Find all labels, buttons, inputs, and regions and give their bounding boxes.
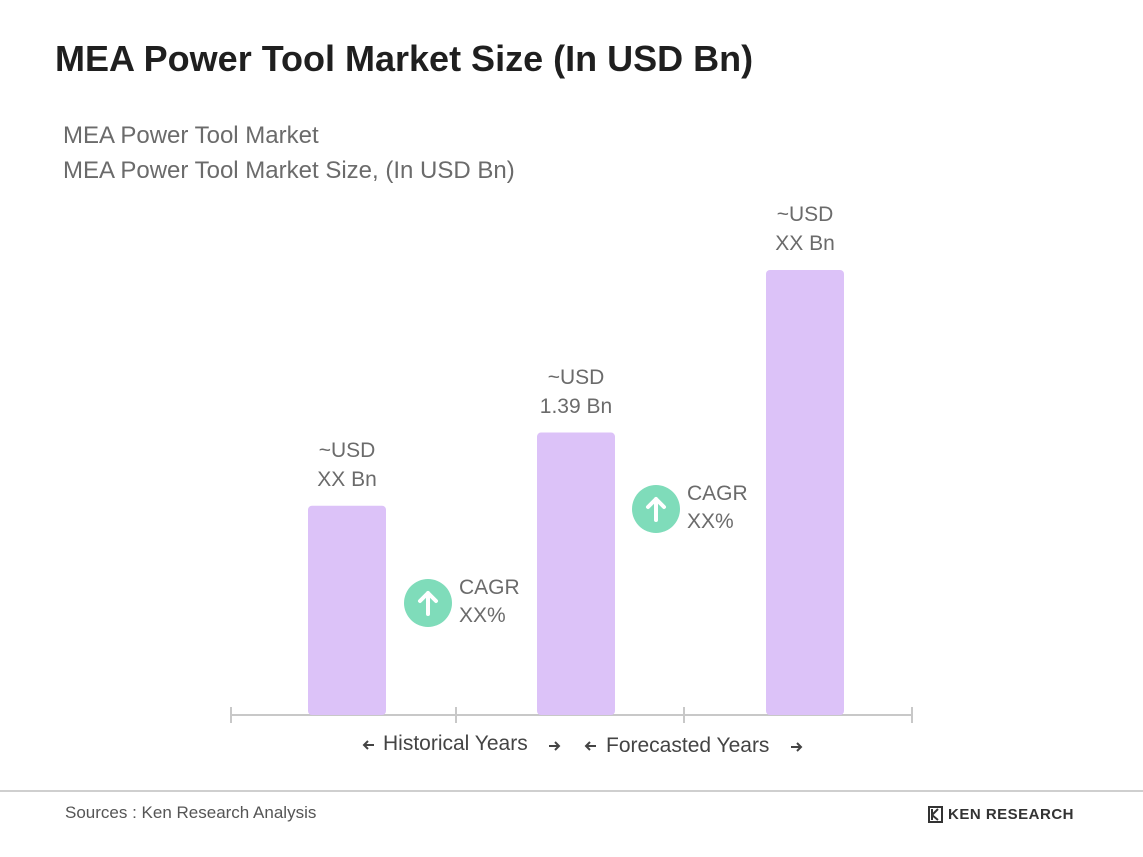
bar — [308, 505, 386, 715]
bar — [537, 432, 615, 715]
period-label: Historical Years — [383, 732, 528, 755]
period-label: Forecasted Years — [606, 734, 770, 757]
period-arrows — [362, 740, 803, 752]
subtitle: MEA Power Tool Market Size, (In USD Bn) — [63, 157, 515, 184]
value-label: ~USD 1.39 Bn — [539, 365, 613, 418]
logo-icon — [928, 806, 943, 823]
value-label: ~USD XX Bn — [317, 438, 377, 491]
cagr-arrow — [418, 591, 438, 616]
cagr-label: CAGR XX% — [459, 576, 520, 627]
value-label: ~USD XX Bn — [775, 203, 835, 255]
cagr-arrow — [646, 497, 666, 522]
cagr-label: CAGR XX% — [687, 482, 748, 533]
source: Sources : Ken Research Analysis — [65, 803, 317, 822]
logo: KEN RESEARCH — [948, 806, 1075, 823]
subtitle: MEA Power Tool Market — [63, 122, 319, 149]
bar — [766, 270, 844, 715]
chart-title: MEA Power Tool Market Size (In USD Bn) — [55, 38, 754, 79]
